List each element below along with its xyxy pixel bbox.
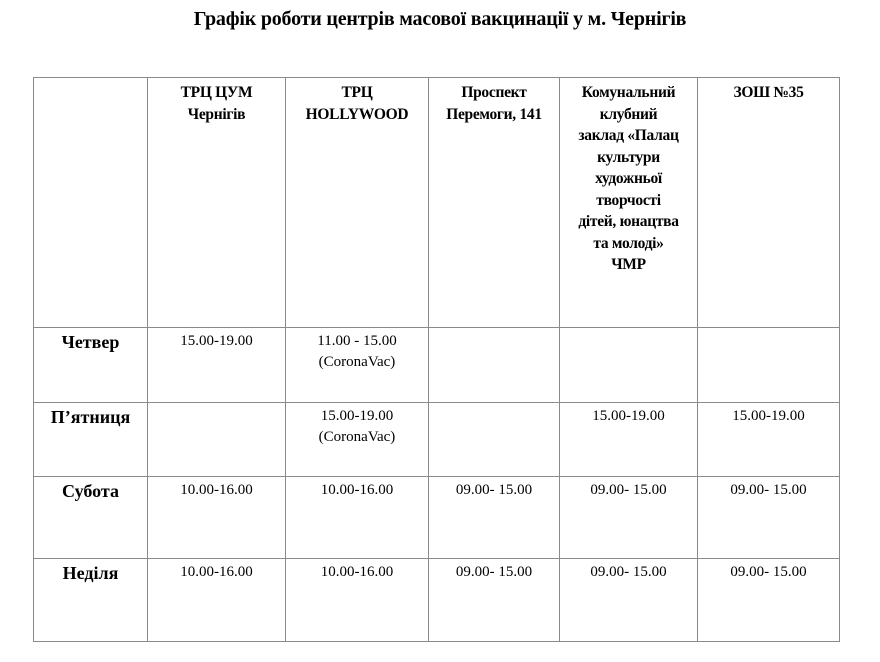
schedule-time: 10.00-16.00 [320,564,394,580]
header-text: ЗОШ №35 [733,84,804,101]
schedule-time: 10.00-16.00 [180,564,253,580]
schedule-cell: 09.00- 15.00 [559,558,698,642]
location-header-cell: Комунальний клубний заклад «Палац культури х… [559,77,698,328]
schedule-time: 10.00-16.00 [320,482,394,498]
schedule-cell: 09.00- 15.00 [697,558,840,642]
location-header-cell: ТРЦ HOLLYWOOD [285,77,429,328]
header-text: HOLLYWOOD [305,105,409,123]
header-text: Проспект [461,84,527,101]
day-label: Субота [33,476,148,559]
table-row: Субота 10.00-16.00 10.00-16.00 09.00- 15.00… [33,476,840,559]
schedule-cell: 15.00-19.00 (CoronaVac) [285,402,429,477]
schedule-time: 09.00- 15.00 [590,564,667,580]
schedule-cell [428,327,560,403]
schedule-time: 15.00-19.00 [592,408,665,424]
schedule-cell: 15.00-19.00 [697,402,840,477]
day-label: Четвер [33,327,148,403]
table-row: Четвер 15.00-19.00 11.00 - 15.00 (CoronaVac… [33,327,840,403]
document-title: Графік роботи центрів масової вакцинації… [193,8,687,30]
schedule-cell: 10.00-16.00 [285,558,429,642]
header-text: творчості [596,191,661,209]
schedule-cell: 09.00- 15.00 [428,558,560,642]
schedule-cell: 10.00-16.00 [147,558,286,642]
schedule-time: 15.00-19.00 [320,408,394,424]
location-header-cell: ЗОШ №35 [697,77,840,328]
header-text: ТРЦ ЦУМ [180,84,253,101]
schedule-cell: 10.00-16.00 [147,476,286,559]
header-text: Перемоги, 141 [446,105,542,123]
schedule-time: 09.00- 15.00 [730,482,807,498]
schedule-cell: 09.00- 15.00 [697,476,840,559]
schedule-time: 09.00- 15.00 [730,564,807,580]
schedule-cell: 09.00- 15.00 [559,476,698,559]
schedule-cell: 15.00-19.00 [559,402,698,477]
header-text: заклад «Палац [578,127,679,144]
header-text: клубний [599,105,658,123]
table-row: П’ятниця 15.00-19.00 (CoronaVac) 15.00-19.0… [33,402,840,477]
schedule-time: 15.00-19.00 [732,408,805,424]
schedule-cell [559,327,698,403]
header-text: ЧМР [611,256,646,273]
corner-header-cell [33,77,148,328]
schedule-time: 15.00-19.00 [180,333,253,349]
schedule-cell: 10.00-16.00 [285,476,429,559]
day-label: Неділя [33,558,148,642]
header-text: культури [597,148,660,166]
vaccination-schedule-table: ТРЦ ЦУМ Чернігів ТРЦ HOLLYWOOD Проспект Перем… [33,77,840,642]
schedule-cell: 09.00- 15.00 [428,476,560,559]
schedule-cell [428,402,560,477]
schedule-time: (CoronaVac) [318,354,396,370]
location-header-cell: Проспект Перемоги, 141 [428,77,560,328]
schedule-time: 09.00- 15.00 [455,482,533,498]
table-row: Неділя 10.00-16.00 10.00-16.00 09.00- 15.00… [33,558,840,642]
schedule-cell [697,327,840,403]
header-text: ТРЦ [341,84,373,101]
header-text: дітей, юнацтва [578,213,679,230]
header-text: Чернігів [187,105,246,123]
schedule-time: 09.00- 15.00 [455,564,533,580]
schedule-time: 10.00-16.00 [180,482,253,498]
header-row: ТРЦ ЦУМ Чернігів ТРЦ HOLLYWOOD Проспект Перем… [33,77,840,328]
schedule-cell: 11.00 - 15.00 (CoronaVac) [285,327,429,403]
day-label: П’ятниця [33,402,148,477]
schedule-time: 11.00 - 15.00 [317,333,397,349]
header-text: художньої [595,170,662,187]
location-header-cell: ТРЦ ЦУМ Чернігів [147,77,286,328]
header-text: Комунальний [581,84,676,101]
header-text: та молоді» [593,234,664,252]
schedule-cell: 15.00-19.00 [147,327,286,403]
schedule-cell [147,402,286,477]
schedule-time: (CoronaVac) [318,429,396,445]
schedule-time: 09.00- 15.00 [590,482,667,498]
